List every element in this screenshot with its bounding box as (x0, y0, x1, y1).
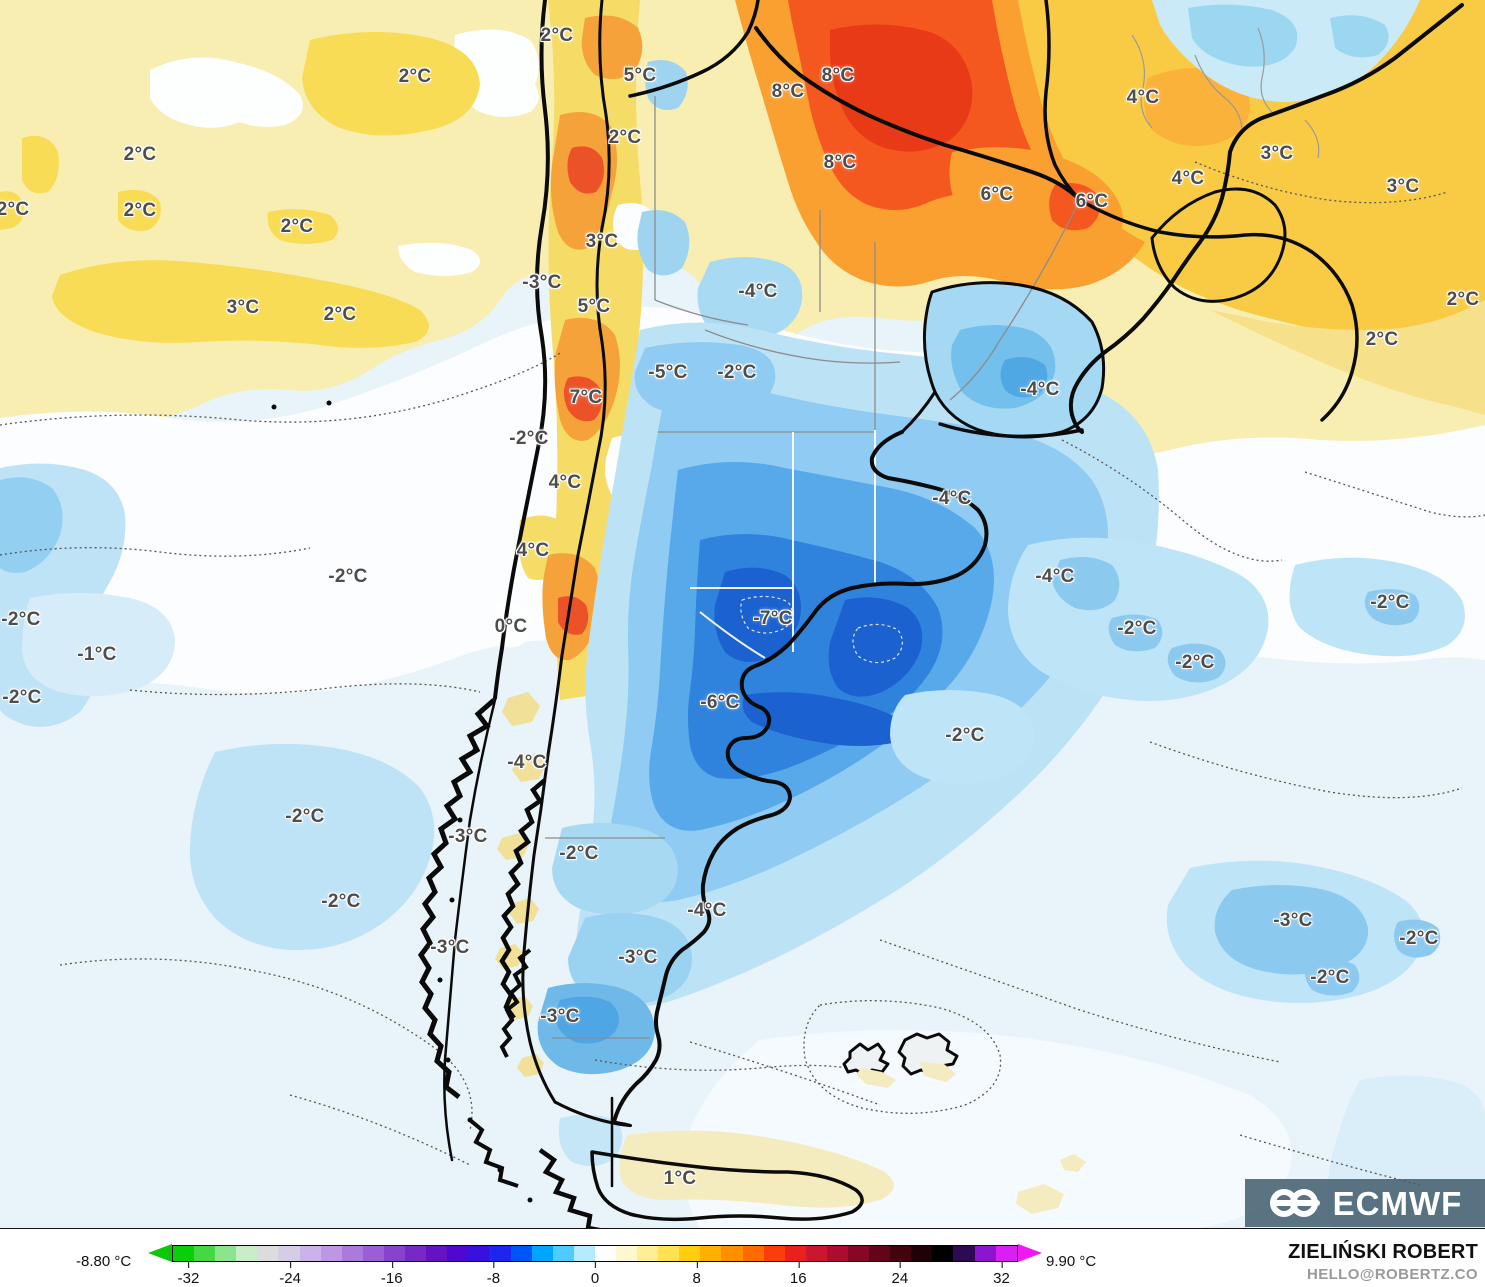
ecmwf-logo-text: ECMWF (1332, 1184, 1463, 1222)
colorbar-min-label: -8.80 °C (76, 1253, 132, 1270)
colorbar-cell (995, 1246, 1017, 1261)
colorbar-cell (362, 1246, 384, 1261)
colorbar-cell (552, 1246, 574, 1261)
colorbar-cell (278, 1246, 300, 1261)
colorbar-tick: 32 (993, 1262, 1010, 1287)
colorbar-cell (299, 1246, 321, 1261)
colorbar-cell (679, 1246, 701, 1261)
colorbar-cell (890, 1246, 912, 1261)
map-area: 2°C 2°C 5°C 8°C 8°C 4°C 2°C 2°C 3°C 8°C 4°C 3°C 6°C 6… (0, 0, 1485, 1228)
colorbar-cells (172, 1245, 1018, 1262)
colorbar-tick: -24 (279, 1262, 301, 1287)
colorbar-cell (700, 1246, 722, 1261)
ecmwf-logo-icon (1269, 1189, 1320, 1217)
colorbar-cell (911, 1246, 933, 1261)
colorbar-cell (742, 1246, 764, 1261)
colorbar-cell (594, 1246, 616, 1261)
colorbar-cell (510, 1246, 532, 1261)
colorbar-tick: 8 (692, 1262, 701, 1287)
colorbar-cell (383, 1246, 406, 1261)
colorbar-left-arrow (148, 1244, 172, 1262)
colorbar-cell (194, 1246, 216, 1261)
colorbar-tick: -8 (486, 1262, 501, 1287)
attribution-email: HELLO@ROBERTZ.CO (1306, 1266, 1478, 1283)
attribution-name: ZIELIŃSKI ROBERT (1288, 1241, 1478, 1263)
attribution: ZIELIŃSKI ROBERT HELLO@ROBERTZ.CO (1288, 1241, 1478, 1283)
colorbar-tick: 24 (891, 1262, 909, 1287)
colorbar-cell (826, 1246, 848, 1261)
colorbar-cell (848, 1246, 870, 1261)
colorbar-cell (447, 1246, 469, 1261)
colorbar-cell (932, 1246, 954, 1261)
colorbar-cell (658, 1246, 680, 1261)
colorbar-cell (236, 1246, 258, 1261)
colorbar-ticks: -32 -24 -16 -8 0 8 16 24 32 (172, 1262, 1018, 1287)
colorbar-cell (257, 1246, 279, 1261)
colorbar-cell (468, 1246, 490, 1261)
colorbar-cell (784, 1246, 806, 1261)
colorbar-cell (405, 1246, 427, 1261)
colorbar-cell (341, 1246, 363, 1261)
map-canvas (0, 0, 1485, 1228)
colorbar-tick: -16 (380, 1262, 403, 1287)
colorbar-cell (531, 1246, 553, 1261)
colorbar-tick: 0 (590, 1262, 600, 1287)
colorbar: -32 -24 -16 -8 0 8 16 24 32 (148, 1244, 1042, 1287)
colorbar-cell (573, 1246, 595, 1261)
legend-footer: -8.80 °C -32 -24 -16 -8 0 8 16 24 32 9.90 °C ZIE… (0, 1228, 1485, 1287)
colorbar-tick: 16 (789, 1262, 807, 1287)
colorbar-cell (953, 1246, 975, 1261)
colorbar-max-label: 9.90 °C (1046, 1253, 1097, 1270)
colorbar-cell (426, 1246, 448, 1261)
colorbar-right-arrow (1018, 1244, 1042, 1262)
colorbar-cell (805, 1246, 827, 1261)
colorbar-cell (615, 1246, 638, 1261)
colorbar-cell (637, 1246, 659, 1261)
colorbar-cell (763, 1246, 785, 1261)
colorbar-cell (974, 1246, 996, 1261)
colorbar-cell (869, 1246, 891, 1261)
colorbar-cell (320, 1246, 342, 1261)
colorbar-cell (173, 1246, 195, 1261)
colorbar-cell (489, 1246, 511, 1261)
ecmwf-logo: ECMWF (1245, 1179, 1485, 1227)
colorbar-cell (721, 1246, 743, 1261)
colorbar-cell (215, 1246, 237, 1261)
colorbar-tick: -32 (177, 1262, 200, 1287)
